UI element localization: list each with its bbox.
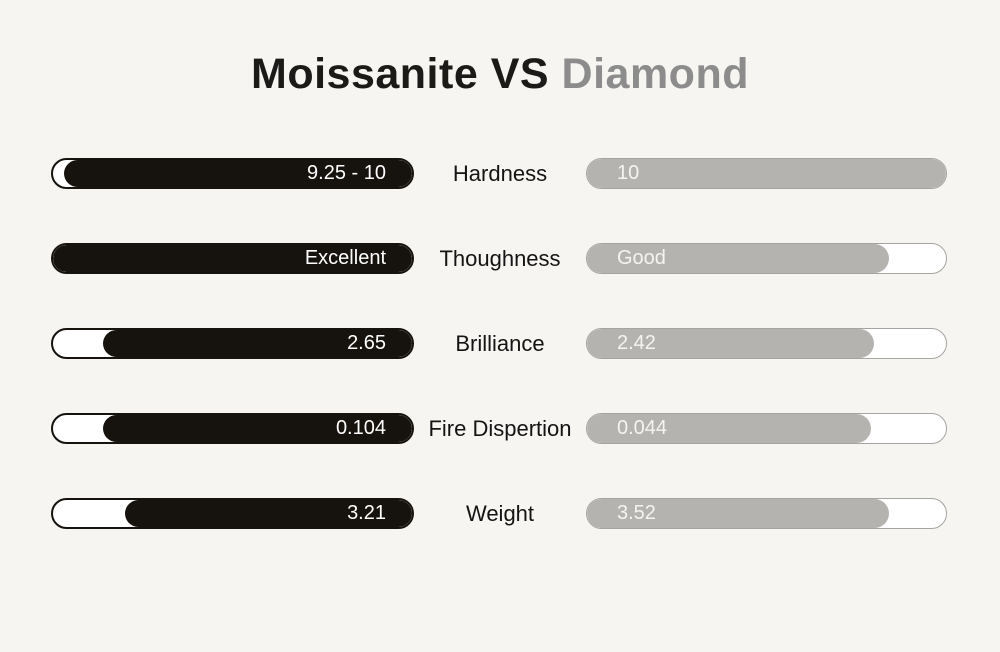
diamond-bar-track: 10: [586, 158, 947, 190]
diamond-bar-track: 3.52: [586, 498, 947, 530]
moissanite-value: Excellent: [304, 247, 386, 270]
moissanite-bar-fill: 0.104: [103, 415, 412, 443]
moissanite-bar-track: 2.65: [51, 328, 414, 360]
comparison-infographic: Moissanite VS Diamond 9.25 - 10 Hardness…: [0, 50, 1000, 652]
moissanite-bar-fill: Excellent: [53, 245, 412, 273]
comparison-row: Excellent Thoughness Good: [51, 243, 1000, 275]
comparison-row: 2.65 Brilliance 2.42: [51, 328, 1000, 360]
moissanite-value: 3.21: [347, 502, 386, 525]
moissanite-bar-track: 0.104: [51, 413, 414, 445]
diamond-bar-track: 2.42: [586, 328, 947, 360]
diamond-value: Good: [617, 247, 666, 270]
diamond-value: 3.52: [617, 502, 656, 525]
diamond-value: 0.044: [617, 417, 668, 440]
diamond-bar-fill: Good: [587, 244, 889, 274]
attribute-label: Hardness: [452, 160, 548, 186]
moissanite-value: 9.25 - 10: [307, 162, 386, 185]
title-vs: VS: [490, 50, 550, 98]
moissanite-bar-track: 3.21: [51, 498, 414, 530]
title-diamond: Diamond: [561, 50, 749, 98]
attribute-label: Fire Dispertion: [428, 415, 572, 441]
moissanite-value: 0.104: [335, 417, 386, 440]
moissanite-bar-track: 9.25 - 10: [51, 158, 414, 190]
moissanite-bar-fill: 3.21: [124, 500, 412, 528]
comparison-row: 9.25 - 10 Hardness 10: [51, 158, 1000, 190]
diamond-bar-fill: 3.52: [587, 499, 889, 529]
attribute-label: Thoughness: [439, 245, 561, 271]
attribute-label: Weight: [465, 500, 535, 526]
moissanite-value: 2.65: [347, 332, 386, 355]
diamond-bar-fill: 10: [587, 159, 946, 189]
diamond-bar-fill: 2.42: [587, 329, 875, 359]
title-moissanite: Moissanite: [251, 50, 479, 98]
comparison-rows: 9.25 - 10 Hardness 10 Excellent Thoughne…: [0, 158, 1000, 530]
moissanite-bar-track: Excellent: [51, 243, 414, 275]
diamond-value: 10: [617, 162, 640, 185]
diamond-bar-fill: 0.044: [587, 414, 871, 444]
diamond-bar-track: Good: [586, 243, 947, 275]
diamond-value: 2.42: [617, 332, 656, 355]
moissanite-bar-fill: 2.65: [103, 330, 412, 358]
comparison-row: 3.21 Weight 3.52: [51, 498, 1000, 530]
page-title: Moissanite VS Diamond: [0, 50, 1000, 98]
moissanite-bar-fill: 9.25 - 10: [63, 160, 412, 188]
comparison-row: 0.104 Fire Dispertion 0.044: [51, 413, 1000, 445]
attribute-label: Brilliance: [455, 330, 545, 356]
diamond-bar-track: 0.044: [586, 413, 947, 445]
